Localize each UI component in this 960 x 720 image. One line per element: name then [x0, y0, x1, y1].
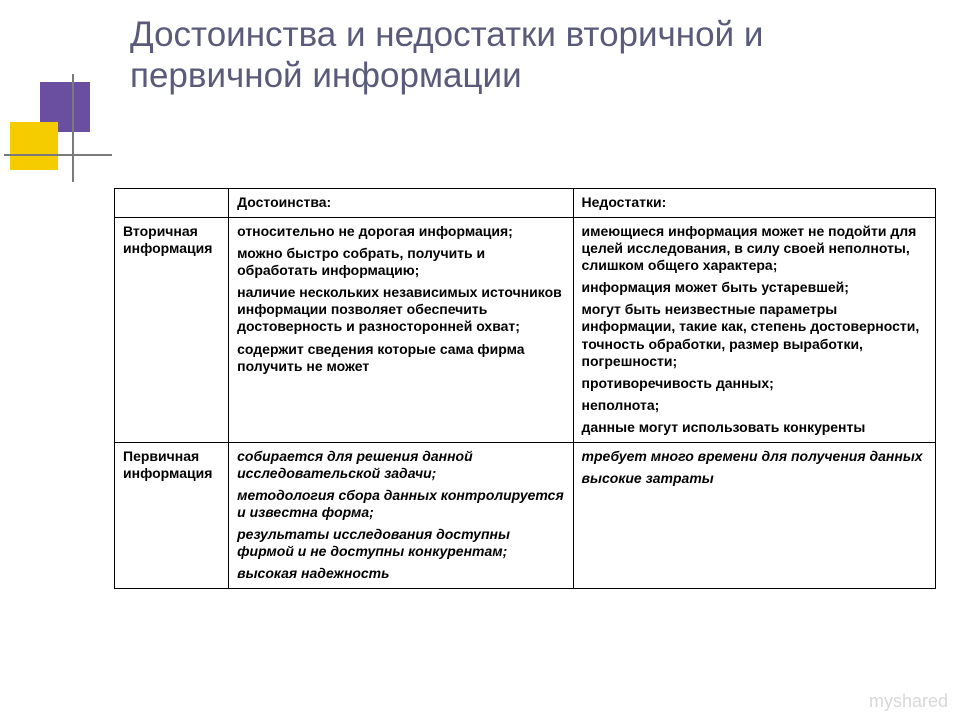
dis-item: неполнота;: [582, 397, 927, 414]
adv-item: наличие нескольких независимых источнико…: [237, 284, 564, 335]
comparison-table: Достоинства: Недостатки: Вторичная инфор…: [114, 188, 936, 589]
secondary-advantages: относительно не дорогая информация; можн…: [229, 218, 573, 443]
header-advantages: Достоинства:: [229, 189, 573, 218]
secondary-disadvantages: имеющиеся информация может не подойти дл…: [573, 218, 935, 443]
table-row: Первичная информация собирается для реше…: [115, 442, 936, 589]
adv-item: результаты исследования доступны фирмой …: [237, 526, 564, 560]
slide: Достоинства и недостатки вторичной и пер…: [0, 0, 960, 720]
watermark: myshared: [869, 691, 948, 712]
adv-item: высокая надежность: [237, 565, 564, 582]
deco-square-yellow: [10, 122, 58, 170]
adv-item: можно быстро собрать, получить и обработ…: [237, 245, 564, 279]
header-disadvantages: Недостатки:: [573, 189, 935, 218]
dis-item: требует много времени для получения данн…: [582, 448, 927, 465]
primary-advantages: собирается для решения данной исследоват…: [229, 442, 573, 589]
dis-item: могут быть неизвестные параметры информа…: [582, 301, 927, 369]
dis-item: имеющиеся информация может не подойти дл…: [582, 223, 927, 274]
row-label-secondary: Вторичная информация: [115, 218, 229, 443]
title-decoration: [0, 64, 120, 184]
dis-item: противоречивость данных;: [582, 375, 927, 392]
adv-item: относительно не дорогая информация;: [237, 223, 564, 240]
deco-vertical-line: [72, 74, 74, 182]
slide-title: Достоинства и недостатки вторичной и пер…: [130, 14, 930, 97]
adv-item: содержит сведения которые сама фирма пол…: [237, 341, 564, 375]
dis-item: данные могут использовать конкуренты: [582, 419, 927, 436]
table-row: Вторичная информация относительно не дор…: [115, 218, 936, 443]
row-label-primary: Первичная информация: [115, 442, 229, 589]
header-blank: [115, 189, 229, 218]
adv-item: собирается для решения данной исследоват…: [237, 448, 564, 482]
adv-item: методология сбора данных контролируется …: [237, 487, 564, 521]
primary-disadvantages: требует много времени для получения данн…: [573, 442, 935, 589]
watermark-text: myshared: [869, 691, 948, 711]
table-header-row: Достоинства: Недостатки:: [115, 189, 936, 218]
dis-item: информация может быть устаревшей;: [582, 279, 927, 296]
comparison-table-wrap: Достоинства: Недостатки: Вторичная инфор…: [114, 188, 936, 589]
deco-horizontal-line: [4, 154, 112, 156]
dis-item: высокие затраты: [582, 470, 927, 487]
